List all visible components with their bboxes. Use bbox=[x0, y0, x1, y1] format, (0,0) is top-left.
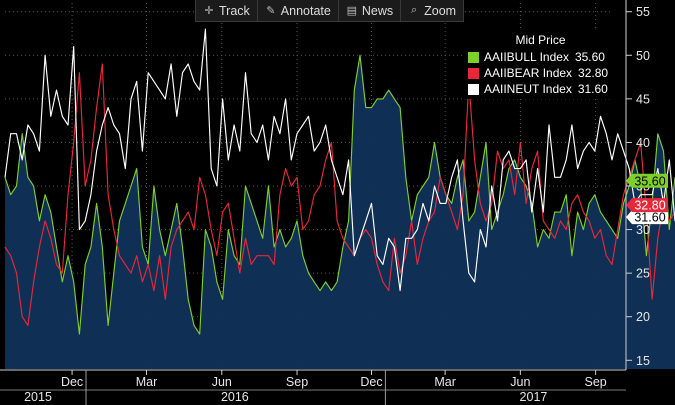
zoom-label: Zoom bbox=[424, 3, 457, 18]
y-tick-label-15: 15 bbox=[636, 354, 650, 368]
last-value-label-neut: 31.60 bbox=[634, 211, 665, 225]
chart-legend: Mid Price AAIIBULL Index 35.60 AAIIBEAR … bbox=[462, 31, 619, 99]
y-tick-label-20: 20 bbox=[636, 310, 650, 324]
x-axis: Dec Mar Jun Sep Dec Mar Jun Sep 2015 2016 2017 bbox=[0, 369, 626, 405]
y-tick-label-50: 50 bbox=[636, 49, 650, 63]
track-button[interactable]: ✛ Track bbox=[196, 0, 258, 21]
annotate-label: Annotate bbox=[280, 3, 331, 18]
y-tick-label-45: 45 bbox=[636, 92, 650, 106]
legend-value-neut: 31.60 bbox=[577, 82, 608, 96]
month-tick-label-6: Jun bbox=[510, 375, 530, 389]
legend-swatch-bear bbox=[468, 67, 479, 79]
y-tick-label-40: 40 bbox=[636, 136, 650, 150]
last-value-tag-neut bbox=[626, 210, 668, 225]
news-button[interactable]: ▤ News bbox=[339, 0, 402, 21]
series-area-bull bbox=[5, 55, 675, 370]
news-icon: ▤ bbox=[346, 5, 358, 17]
legend-value-bear: 32.80 bbox=[578, 66, 609, 80]
y-tick-label-30: 30 bbox=[636, 223, 650, 237]
bull-area-fill bbox=[5, 55, 675, 370]
legend-entry-bull[interactable]: AAIIBULL Index 35.60 bbox=[462, 49, 619, 65]
year-label-2016: 2016 bbox=[221, 390, 249, 404]
legend-entry-neut[interactable]: AAIINEUT Index 31.60 bbox=[462, 81, 619, 97]
y-tick-label-25: 25 bbox=[636, 267, 650, 281]
legend-title: Mid Price bbox=[515, 33, 566, 47]
pencil-icon: ✎ bbox=[266, 5, 276, 17]
news-label: News bbox=[361, 3, 394, 18]
month-tick-label-3: Sep bbox=[286, 375, 308, 389]
magnifier-icon: ⌕ bbox=[411, 4, 418, 16]
series-line-neut bbox=[4, 28, 675, 292]
annotate-button[interactable]: ✎ Annotate bbox=[258, 0, 339, 21]
last-value-label-bull: 35.60 bbox=[634, 174, 665, 188]
legend-entry-bear[interactable]: AAIIBEAR Index 32.80 bbox=[462, 65, 619, 81]
month-tick-label-7: Sep bbox=[585, 375, 607, 389]
month-tick-label-2: Jun bbox=[212, 375, 232, 389]
last-value-tag-bear bbox=[626, 198, 668, 213]
y-tick-label-55: 55 bbox=[636, 5, 650, 19]
legend-name-neut: AAIINEUT Index bbox=[484, 82, 572, 96]
year-label-2015: 2015 bbox=[24, 390, 52, 404]
month-tick-label-1: Mar bbox=[136, 375, 158, 389]
chart-toolbar: ✛ Track ✎ Annotate ▤ News ⌕ Zoom bbox=[195, 0, 465, 22]
month-tick-label-5: Mar bbox=[434, 375, 456, 389]
series-lines bbox=[4, 28, 675, 335]
last-value-tag-bull bbox=[626, 173, 668, 188]
year-label-2017: 2017 bbox=[520, 390, 548, 404]
legend-swatch-bull bbox=[468, 51, 479, 63]
legend-value-bull: 35.60 bbox=[574, 50, 605, 64]
series-line-bear bbox=[4, 63, 675, 326]
crosshair-icon: ✛ bbox=[204, 5, 214, 17]
track-label: Track bbox=[219, 3, 250, 18]
legend-name-bull: AAIIBULL Index bbox=[484, 50, 569, 64]
series-line-bull bbox=[4, 54, 675, 335]
month-tick-label-0: Dec bbox=[61, 375, 83, 389]
zoom-button[interactable]: ⌕ Zoom bbox=[401, 0, 463, 21]
legend-swatch-neut bbox=[468, 83, 479, 95]
last-value-label-bear: 32.80 bbox=[634, 199, 665, 213]
legend-name-bear: AAIIBEAR Index bbox=[484, 66, 573, 80]
month-tick-label-4: Dec bbox=[360, 375, 382, 389]
